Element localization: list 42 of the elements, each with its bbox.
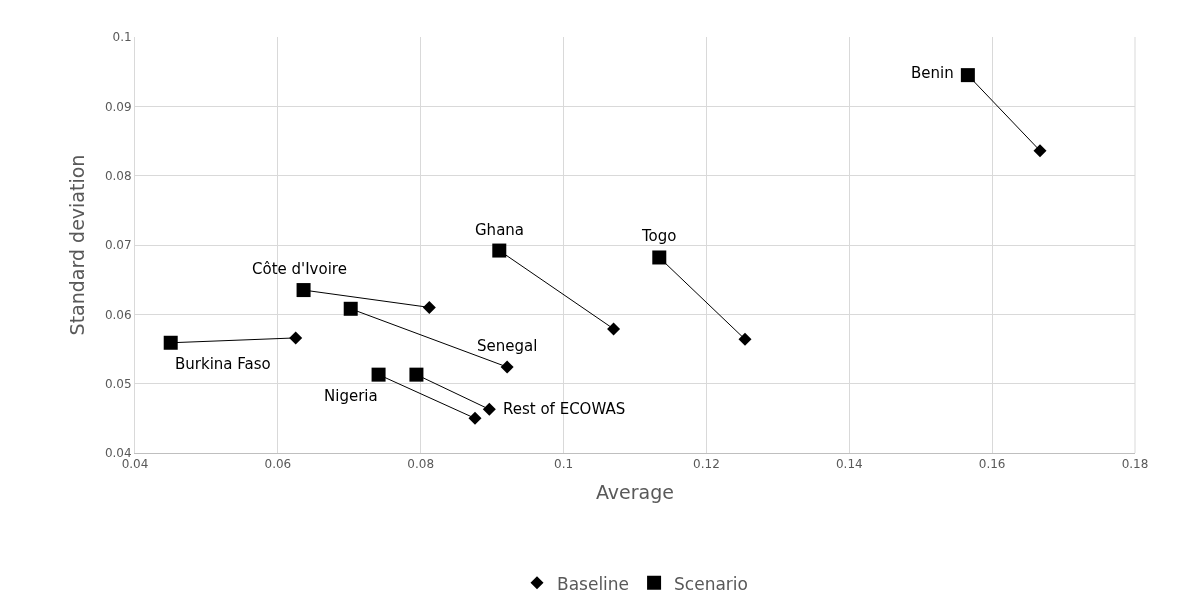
y-tick-label: 0.09	[104, 99, 132, 114]
point	[343, 301, 358, 316]
annotation: Benin	[911, 64, 954, 82]
annotation: Senegal	[477, 337, 538, 355]
point	[296, 283, 311, 298]
y-axis-title: Standard deviation	[65, 154, 88, 336]
point	[738, 332, 752, 346]
y-tick-label: 0.06	[104, 307, 132, 322]
annotation: Burkina Faso	[175, 355, 271, 373]
annotation: Rest of ECOWAS	[503, 400, 626, 418]
x-tick-label: 0.18	[1121, 457, 1149, 472]
annotation: Ghana	[475, 221, 525, 239]
x-tick-label: 0.06	[264, 457, 292, 472]
x-tick-label: 0.16	[978, 457, 1006, 472]
y-tick-label: 0.05	[104, 376, 132, 391]
point	[422, 300, 436, 314]
point	[492, 243, 507, 258]
x-tick-label: 0.14	[835, 457, 863, 472]
y-tick-label: 0.07	[104, 238, 132, 253]
point	[289, 331, 303, 345]
point	[1033, 144, 1047, 158]
point	[468, 411, 482, 425]
x-tick-label: 0.1	[554, 457, 574, 472]
x-tick-label: 0.12	[693, 457, 720, 472]
x-axis-title: Average	[595, 481, 675, 504]
point	[960, 68, 975, 83]
y-tick-label: 0.08	[104, 168, 132, 183]
point	[652, 250, 667, 265]
point	[482, 402, 496, 416]
annotation: Côte d'Ivoire	[252, 260, 347, 278]
legend-label: Baseline	[557, 573, 630, 594]
point	[409, 367, 424, 382]
x-tick-label: 0.08	[407, 457, 435, 472]
point	[371, 367, 386, 382]
legend-label: Scenario	[674, 573, 748, 594]
point	[500, 360, 514, 374]
point	[163, 335, 178, 350]
annotation: Nigeria	[324, 387, 378, 405]
annotation: Togo	[641, 227, 677, 245]
point	[607, 322, 621, 336]
y-tick-label: 0.1	[112, 30, 132, 45]
x-tick-label: 0.04	[121, 457, 149, 472]
